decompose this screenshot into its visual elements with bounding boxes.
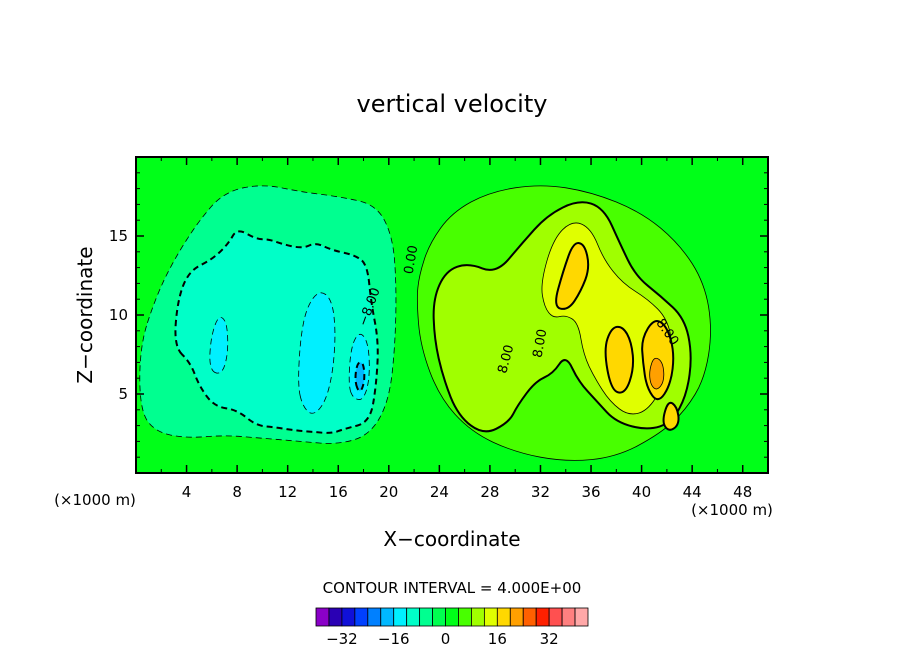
colorbar-swatch [496,607,511,627]
contour-label-3: 8.00 [531,328,551,359]
colorbar-swatch [367,607,382,627]
x-tick-label: 44 [683,483,702,501]
plot-area: 0.00−8.008.00 8.00 8.00 [135,156,769,474]
x-tick-label: 12 [278,483,297,501]
updraft-16a [555,242,590,310]
colorbar-swatch [535,607,550,627]
colorbar-swatch [341,607,356,627]
colorbar-swatch [509,607,524,627]
colorbar-tick-label: 16 [488,630,507,648]
colorbar-swatch [380,607,395,627]
colorbar-tick-label: 0 [441,630,451,648]
x-tick-label: 16 [329,483,348,501]
colorbar-tick-label: −32 [326,630,358,648]
updraft-20 [649,357,665,390]
x-tick-label: 28 [480,483,499,501]
x-axis-unit-left: (×1000 m) [54,491,136,509]
contour-interval-text: CONTOUR INTERVAL = 4.000E+00 [323,579,582,597]
colorbar-swatch [354,607,369,627]
x-tick-label: 4 [182,483,192,501]
colorbar-swatch [315,607,330,627]
x-axis-unit-right: (×1000 m) [691,501,773,519]
colorbar-swatch [483,607,498,627]
x-tick-label: 24 [430,483,449,501]
y-axis-ticks: 5 10 15 [109,172,768,458]
contour-label-2: 8.00 [495,343,517,375]
x-tick-label: 40 [632,483,651,501]
y-tick-label: 5 [118,385,128,403]
x-tick-label: 36 [581,483,600,501]
downdraft-16 [354,361,366,392]
x-axis-ticks: 4 8 12 16 20 24 28 32 36 40 44 48 [160,157,752,501]
contour-fills [139,185,711,461]
colorbar-swatch [458,607,472,627]
colorbar-swatch [406,607,421,627]
y-tick-label: 15 [109,227,128,245]
updraft-16b [604,325,635,394]
x-tick-label: 32 [531,483,550,501]
updraft-16d [662,401,680,431]
y-axis-label: Z−coordinate [73,246,97,383]
x-tick-label: 20 [379,483,398,501]
colorbar-swatch [445,607,459,627]
x-tick-label: 8 [232,483,242,501]
chart-title: vertical velocity [357,90,548,118]
colorbar-swatch [432,607,446,627]
colorbar-swatch [574,607,589,627]
colorbar-swatch [561,607,576,627]
colorbar-swatch [328,607,343,627]
contour-label-0: 0.00 [402,244,422,275]
y-tick-label: 10 [109,306,128,324]
colorbar-swatch [548,607,563,627]
colorbar-tick-label: 32 [540,630,559,648]
colorbar-swatch [522,607,537,627]
colorbar-swatch [471,607,485,627]
x-axis-label: X−coordinate [383,527,520,551]
colorbar-tick-label: −16 [378,630,410,648]
colorbar-swatch [393,607,408,627]
colorbar-swatch [419,607,433,627]
downdraft-12a [209,317,229,374]
downdraft-12b [298,292,336,414]
x-tick-label: 48 [733,483,752,501]
colorbar: −32 −16 0 16 32 [315,607,589,648]
